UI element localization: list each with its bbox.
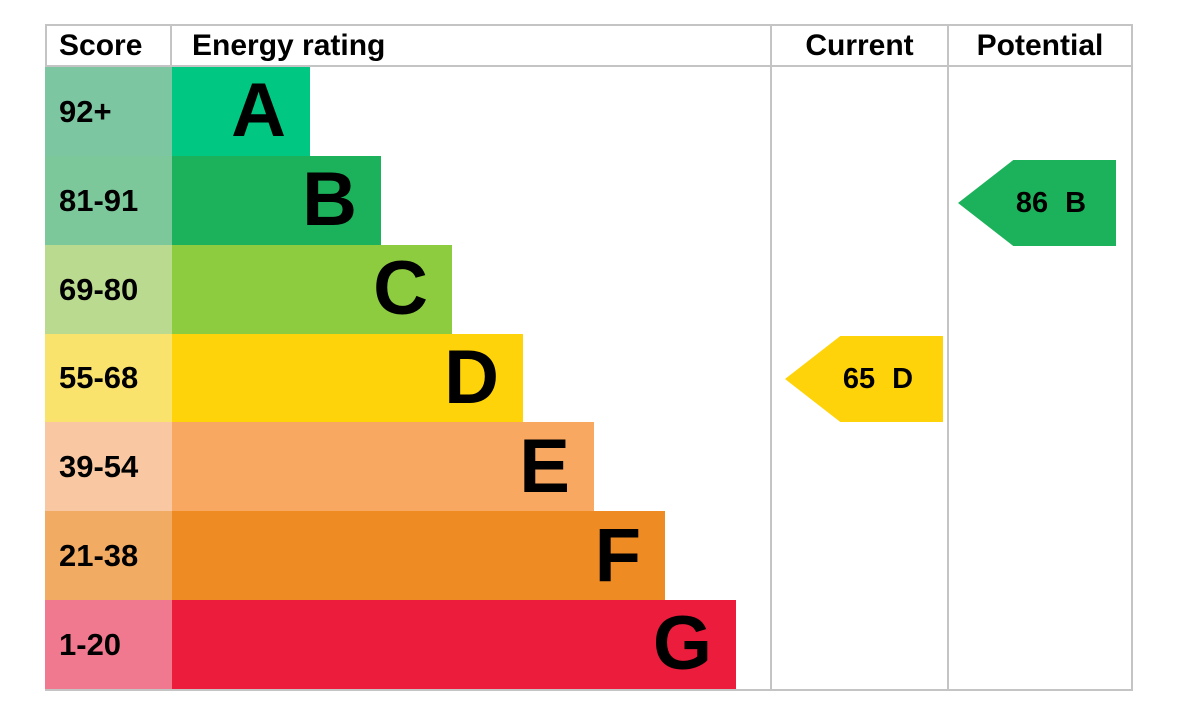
band-row-f: 21-38 F [45, 511, 770, 601]
current-column-header: Current [770, 26, 947, 65]
potential-score-value: 86 [1015, 186, 1049, 219]
table-header: Score Energy rating Current Potential [45, 24, 1133, 67]
band-row-c: 69-80 C [45, 244, 770, 334]
rating-bar-b: B [172, 155, 381, 245]
rating-bar-e: E [172, 422, 594, 512]
band-row-e: 39-54 E [45, 422, 770, 512]
rating-bar-g: G [172, 600, 736, 689]
potential-rating-letter: B [1065, 186, 1087, 219]
rating-letter: C [373, 246, 428, 332]
potential-column-header: Potential [947, 26, 1133, 65]
score-range-label: 92+ [45, 67, 172, 156]
table-body: 92+ A 81-91 B 69-80 C [45, 67, 1133, 691]
rating-letter: E [519, 423, 570, 509]
score-range-label: 1-20 [45, 600, 172, 689]
rating-letter: F [594, 512, 641, 598]
score-range-label: 39-54 [45, 422, 172, 512]
rating-bar-c: C [172, 244, 452, 334]
rating-bands: 92+ A 81-91 B 69-80 C [45, 67, 770, 689]
score-range-label: 69-80 [45, 244, 172, 334]
potential-column: 86 B [947, 67, 1133, 689]
band-row-b: 81-91 B [45, 155, 770, 245]
score-range-label: 21-38 [45, 511, 172, 601]
potential-rating-arrow: 86 B [958, 160, 1116, 246]
current-score-value: 65 [842, 362, 876, 395]
band-row-a: 92+ A [45, 67, 770, 156]
current-rating-arrow: 65 D [785, 336, 943, 422]
score-range-label: 55-68 [45, 333, 172, 423]
band-row-d: 55-68 D [45, 333, 770, 423]
rating-letter: D [444, 334, 499, 420]
current-column: 65 D [770, 67, 947, 689]
rating-bar-a: A [172, 67, 310, 156]
rating-bar-d: D [172, 333, 523, 423]
rating-bar-f: F [172, 511, 665, 601]
energy-rating-column-header: Energy rating [192, 28, 386, 62]
band-row-g: 1-20 G [45, 600, 770, 689]
score-column-header: Score [45, 26, 172, 65]
rating-letter: G [652, 601, 712, 687]
score-range-label: 81-91 [45, 155, 172, 245]
rating-letter: A [231, 68, 286, 154]
epc-rating-table: Score Energy rating Current Potential 92… [45, 24, 1133, 691]
current-rating-letter: D [892, 362, 914, 395]
rating-letter: B [302, 157, 357, 243]
